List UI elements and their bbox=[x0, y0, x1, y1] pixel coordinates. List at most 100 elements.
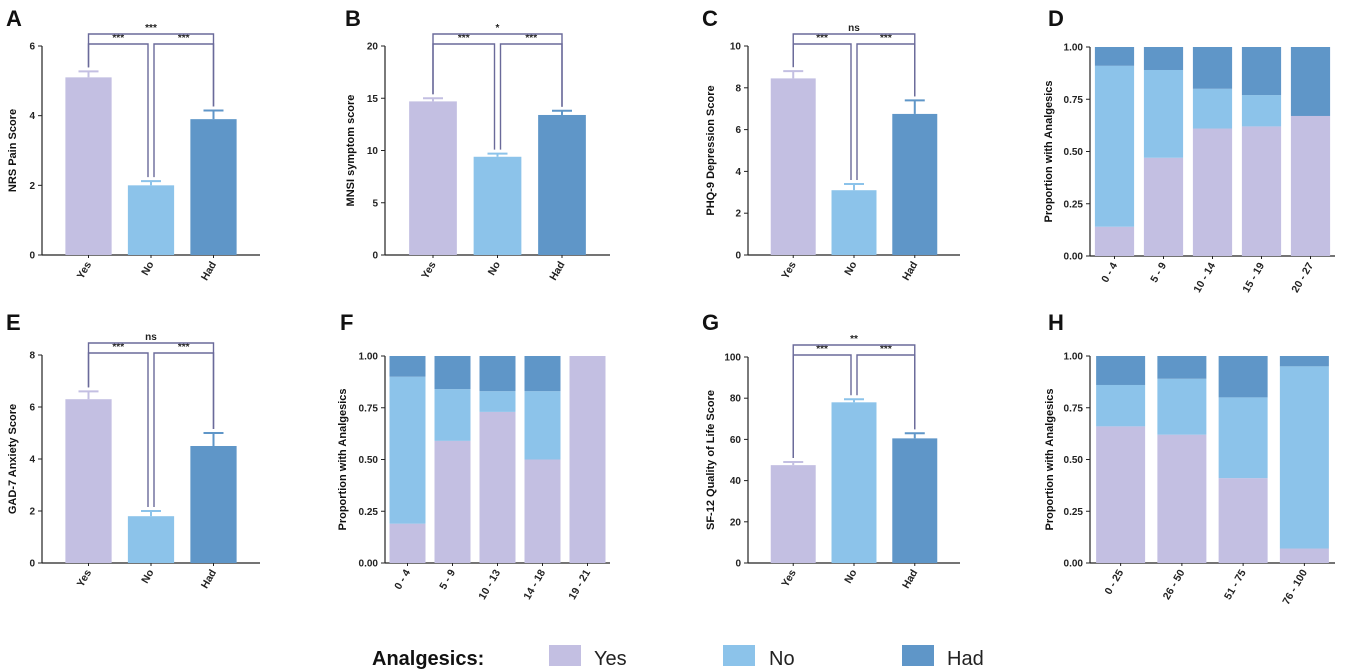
x-tick-label: Had bbox=[900, 568, 920, 591]
y-tick-label: 0.75 bbox=[1064, 403, 1084, 414]
legend-label-had: Had bbox=[947, 648, 984, 670]
legend-swatch-no bbox=[723, 645, 755, 666]
y-axis-label: Proportion with Analgesics bbox=[1043, 81, 1055, 223]
x-tick-label: Yes bbox=[75, 259, 95, 281]
y-tick-label: 80 bbox=[730, 394, 742, 405]
y-tick-label: 8 bbox=[29, 351, 35, 362]
significance-label: *** bbox=[880, 33, 892, 44]
stacked-segment-yes bbox=[434, 440, 471, 563]
stacked-segment-had bbox=[1192, 47, 1233, 89]
bar-yes bbox=[65, 77, 112, 255]
y-axis-label: Proportion with Analgesics bbox=[1044, 389, 1056, 531]
y-tick-label: 0.00 bbox=[359, 559, 379, 570]
significance-label: *** bbox=[112, 342, 124, 353]
x-tick-label: No bbox=[486, 260, 503, 278]
bar-had bbox=[892, 438, 938, 563]
bar-yes bbox=[770, 78, 816, 256]
significance-bracket bbox=[792, 33, 916, 97]
bar-yes bbox=[770, 465, 816, 563]
legend-label-yes: Yes bbox=[594, 648, 627, 670]
stacked-segment-no bbox=[1096, 384, 1146, 427]
significance-bracket bbox=[792, 344, 916, 459]
stacked-segment-yes bbox=[524, 459, 561, 563]
panel-letter: H bbox=[1048, 310, 1064, 335]
x-tick-label: 51 - 75 bbox=[1222, 567, 1249, 601]
panel-letter: A bbox=[6, 6, 22, 31]
stacked-segment-had bbox=[1094, 47, 1135, 66]
significance-label: *** bbox=[525, 33, 537, 44]
significance-label: *** bbox=[816, 33, 828, 44]
y-tick-label: 60 bbox=[730, 435, 742, 446]
stacked-segment-no bbox=[1094, 65, 1135, 227]
stacked-segment-yes bbox=[1096, 426, 1146, 563]
stacked-segment-no bbox=[389, 376, 426, 524]
y-tick-label: 20 bbox=[367, 42, 379, 53]
y-axis-label: SF-12 Quality of Life Score bbox=[705, 390, 717, 530]
y-tick-label: 0.75 bbox=[359, 403, 379, 414]
x-tick-label: Had bbox=[199, 260, 219, 283]
bar-no bbox=[127, 516, 175, 563]
stacked-segment-yes bbox=[569, 356, 606, 563]
x-tick-label: No bbox=[139, 568, 156, 586]
stacked-segment-yes bbox=[1279, 548, 1329, 563]
panel-a: A NRS Pain Score 0 2 4 6 Yes No Had *** *** *** bbox=[6, 6, 260, 283]
significance-bracket bbox=[87, 33, 215, 107]
y-tick-label: 10 bbox=[367, 146, 379, 157]
x-tick-label: 20 - 27 bbox=[1289, 260, 1316, 294]
stacked-segment-had bbox=[1218, 356, 1268, 398]
x-tick-label: 76 - 100 bbox=[1280, 567, 1310, 607]
bar-yes bbox=[65, 399, 112, 563]
y-tick-label: 4 bbox=[735, 167, 741, 178]
y-axis-label: MNSI symptom score bbox=[345, 95, 357, 207]
bar-yes bbox=[409, 101, 457, 255]
y-tick-label: 1.00 bbox=[359, 352, 379, 363]
stacked-segment-had bbox=[524, 356, 561, 392]
x-tick-label: Had bbox=[199, 568, 219, 591]
x-tick-label: 0 - 25 bbox=[1102, 567, 1126, 596]
y-tick-label: 0 bbox=[735, 251, 741, 262]
x-tick-label: 14 - 18 bbox=[521, 567, 548, 601]
y-tick-label: 10 bbox=[730, 42, 742, 53]
legend-swatch-yes bbox=[549, 645, 581, 666]
bar-no bbox=[831, 190, 877, 255]
panel-letter: E bbox=[6, 310, 21, 335]
y-tick-label: 4 bbox=[29, 111, 35, 122]
stacked-segment-no bbox=[1241, 95, 1282, 127]
x-tick-label: No bbox=[842, 260, 859, 278]
legend-title: Analgesics: bbox=[372, 648, 484, 670]
x-tick-label: 0 - 4 bbox=[392, 567, 413, 591]
y-tick-label: 8 bbox=[735, 83, 741, 94]
legend-swatch-had bbox=[902, 645, 934, 666]
panel-letter: B bbox=[345, 6, 361, 31]
y-tick-label: 0 bbox=[29, 559, 35, 570]
y-tick-label: 2 bbox=[735, 209, 741, 220]
x-tick-label: 0 - 4 bbox=[1099, 260, 1120, 284]
legend-label-no: No bbox=[769, 648, 795, 670]
x-tick-label: No bbox=[139, 260, 156, 278]
stacked-segment-yes bbox=[1143, 157, 1184, 256]
stacked-segment-yes bbox=[1218, 478, 1268, 563]
y-tick-label: 0 bbox=[372, 251, 378, 262]
stacked-segment-yes bbox=[1157, 434, 1207, 563]
stacked-segment-had bbox=[1290, 47, 1331, 116]
stacked-segment-had bbox=[1157, 356, 1207, 379]
y-tick-label: 2 bbox=[29, 507, 35, 518]
x-tick-label: 19 - 21 bbox=[566, 567, 593, 601]
stacked-segment-had bbox=[434, 356, 471, 390]
stacked-segment-yes bbox=[1241, 126, 1282, 256]
bar-had bbox=[190, 119, 237, 256]
y-tick-label: 0.50 bbox=[1064, 455, 1084, 466]
stacked-segment-yes bbox=[479, 411, 516, 563]
x-tick-label: No bbox=[842, 568, 859, 586]
y-tick-label: 6 bbox=[29, 42, 35, 53]
y-tick-label: 0.25 bbox=[1064, 199, 1084, 210]
significance-label: *** bbox=[112, 33, 124, 44]
y-axis-label: PHQ-9 Depression Score bbox=[705, 85, 717, 215]
bar-had bbox=[892, 113, 938, 255]
stacked-segment-no bbox=[1279, 366, 1329, 549]
y-tick-label: 0 bbox=[29, 251, 35, 262]
y-tick-label: 0.00 bbox=[1064, 559, 1084, 570]
stacked-segment-had bbox=[1143, 47, 1184, 70]
y-tick-label: 1.00 bbox=[1064, 352, 1084, 363]
